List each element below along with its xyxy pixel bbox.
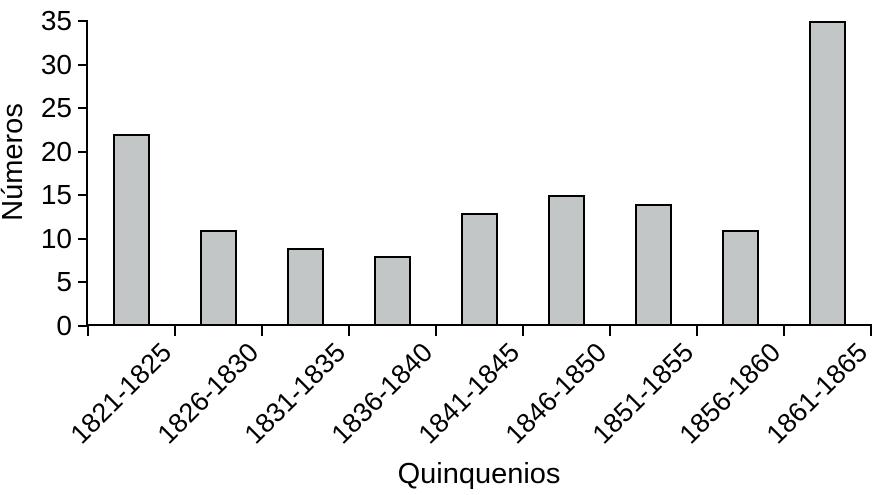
y-tick xyxy=(78,237,87,240)
x-tick xyxy=(783,326,785,336)
y-tick xyxy=(78,107,87,110)
x-tick xyxy=(87,326,89,336)
bar-1846-1850 xyxy=(548,195,585,326)
y-tick-label: 20 xyxy=(40,135,72,167)
bar-1861-1865 xyxy=(809,21,846,326)
y-tick xyxy=(78,325,87,327)
bar-1841-1845 xyxy=(461,212,498,326)
x-tick xyxy=(609,326,611,336)
y-tick-label: 15 xyxy=(40,179,72,211)
x-axis-line xyxy=(86,324,872,326)
y-tick-label: 25 xyxy=(40,92,72,124)
x-tick xyxy=(870,326,872,336)
x-axis-title: Quinquenios xyxy=(397,458,561,490)
bar-1821-1825 xyxy=(113,134,150,326)
x-tick xyxy=(696,326,698,336)
bar-1836-1840 xyxy=(374,256,411,326)
y-tick xyxy=(78,281,87,284)
y-tick-label: 5 xyxy=(56,266,72,298)
x-tick xyxy=(174,326,176,336)
y-tick-label: 10 xyxy=(40,222,72,254)
x-tick xyxy=(348,326,350,336)
y-tick xyxy=(78,20,87,22)
x-tick xyxy=(261,326,263,336)
y-tick-label: 30 xyxy=(40,48,72,80)
y-tick xyxy=(78,63,87,66)
bar-1831-1835 xyxy=(287,247,324,326)
y-tick-label: 0 xyxy=(56,310,72,341)
y-tick-label: 35 xyxy=(40,5,72,36)
y-tick xyxy=(78,194,87,197)
y-tick xyxy=(78,150,87,153)
bar-1856-1860 xyxy=(722,230,759,326)
x-tick xyxy=(522,326,524,336)
bar-1826-1830 xyxy=(200,230,237,326)
y-axis-line xyxy=(86,20,88,327)
x-tick xyxy=(435,326,437,336)
bar-1851-1855 xyxy=(635,204,672,326)
